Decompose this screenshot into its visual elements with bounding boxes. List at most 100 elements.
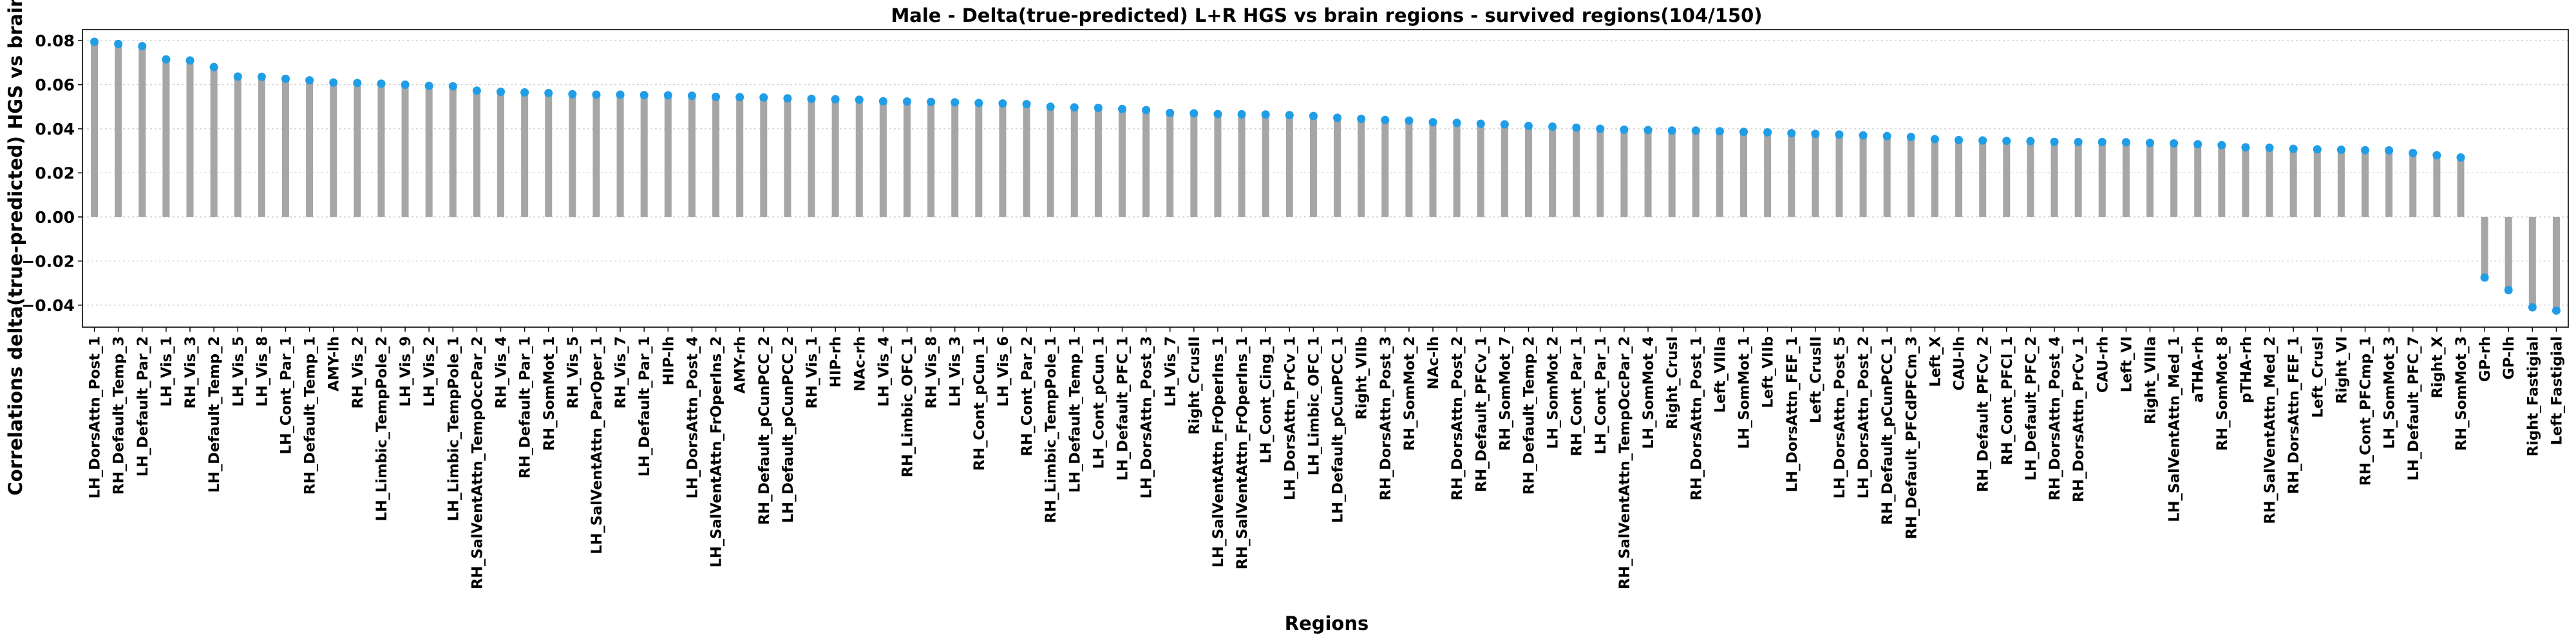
bar <box>808 99 815 217</box>
data-point <box>1285 111 1294 120</box>
bar <box>784 98 791 217</box>
bar <box>688 95 696 217</box>
x-tick-label: AMY-rh <box>732 336 749 393</box>
x-tick-label: RH_DorsAttn_Post_4 <box>2047 336 2063 500</box>
bar <box>115 44 122 217</box>
data-point <box>1309 111 1318 120</box>
bar <box>1931 139 1938 217</box>
data-point <box>735 93 744 102</box>
data-point <box>1524 122 1533 131</box>
x-tick-label: Left_CrusII <box>1808 336 1824 423</box>
data-point <box>1739 128 1748 137</box>
data-point <box>2409 149 2418 158</box>
x-tick-label: RH_SalVentAttn_Med_2 <box>2262 336 2278 524</box>
x-tick-label: RH_DorsAttn_Post_1 <box>1688 336 1705 500</box>
bar <box>1381 120 1389 217</box>
bar <box>1358 118 1365 217</box>
x-tick-label: RH_Vis_1 <box>804 336 820 408</box>
x-tick-label: RH_Default_Temp_1 <box>302 336 319 495</box>
bar <box>999 103 1007 217</box>
data-point <box>2002 137 2011 146</box>
data-point <box>448 82 457 91</box>
data-point <box>1213 109 1222 118</box>
data-point <box>1643 126 1653 135</box>
bar <box>162 59 170 217</box>
bar <box>1334 117 1341 217</box>
bar <box>425 86 433 217</box>
bar <box>2552 216 2560 311</box>
bar <box>664 95 672 217</box>
x-tick-label: LH_SalVentAttn_FrOperIns_1 <box>1210 336 1227 567</box>
x-tick-label: RH_Limbic_TempPole_1 <box>1043 336 1059 523</box>
x-tick-label: Right_CrusI <box>1664 336 1681 430</box>
data-point <box>1859 131 1868 140</box>
x-tick-label: LH_Vis_8 <box>254 336 270 406</box>
bar <box>2433 155 2441 217</box>
data-point <box>544 89 553 98</box>
data-point <box>233 72 242 81</box>
data-point <box>281 74 290 83</box>
x-tick-label: NAc-rh <box>851 336 868 392</box>
y-tick-label: −0.02 <box>21 252 75 270</box>
x-tick-label: RH_Vis_3 <box>182 336 199 408</box>
x-tick-label: Right_X <box>2429 336 2446 399</box>
bar <box>377 83 385 217</box>
data-point <box>1620 125 1629 134</box>
x-tick-label: CAU-rh <box>2094 336 2111 393</box>
bar <box>138 46 146 217</box>
x-tick-label: Right_CrusII <box>1186 336 1203 435</box>
bar <box>951 102 959 217</box>
x-tick-label: Left_CrusI <box>2309 336 2326 418</box>
data-point <box>1452 118 1461 128</box>
bar <box>449 86 457 217</box>
data-point <box>974 99 983 108</box>
bar <box>855 99 863 217</box>
data-point <box>1381 115 1390 124</box>
data-point <box>2480 273 2489 282</box>
x-tick-label: LH_DorsAttn_PrCv_1 <box>1282 336 1298 500</box>
x-tick-label: GP-lh <box>2501 336 2517 380</box>
x-tick-label: LH_Cont_Cing_1 <box>1258 336 1274 464</box>
data-point <box>1763 128 1772 137</box>
bar <box>1262 114 1269 217</box>
x-tick-label: LH_DorsAttn_Post_1 <box>87 336 104 498</box>
x-tick-label: RH_DorsAttn_FEF_1 <box>2286 336 2302 494</box>
bar <box>1166 113 1174 217</box>
x-tick-label: LH_Limbic_TempPole_2 <box>374 336 390 521</box>
data-point <box>1548 122 1557 131</box>
bar <box>2362 150 2369 217</box>
bar <box>1812 133 1819 217</box>
x-tick-label: RH_Default_Temp_2 <box>1520 336 1537 495</box>
x-tick-label: HIP-lh <box>660 336 677 385</box>
bar <box>1119 109 1126 217</box>
bar <box>1285 115 1293 217</box>
x-tick-label: RH_Default_pCunPCC_1 <box>1879 336 1896 525</box>
data-point <box>1357 115 1366 124</box>
x-tick-label: RH_DorsAttn_Post_3 <box>1378 336 1394 500</box>
x-tick-label: Right_VI <box>2333 336 2350 404</box>
data-point <box>401 80 410 90</box>
x-tick-label: RH_SomMot_1 <box>541 336 558 451</box>
x-tick-label: RH_Default_PFCv_1 <box>1473 336 1490 492</box>
bar <box>2242 147 2249 217</box>
bar <box>2457 157 2465 217</box>
x-tick-label: LH_Vis_1 <box>158 336 175 406</box>
x-tick-label: Left_VI <box>2118 336 2135 392</box>
data-point <box>2050 137 2059 146</box>
data-point <box>114 39 123 48</box>
data-point <box>2074 138 2083 147</box>
data-point <box>1237 109 1246 118</box>
x-tick-label: LH_SomMot_4 <box>1640 336 1657 449</box>
bar <box>1620 129 1628 217</box>
bar <box>569 94 576 217</box>
x-tick-label: RH_SalVentAttn_FrOperIns_1 <box>1234 336 1251 569</box>
data-point <box>2361 146 2370 155</box>
y-axis-label: Correlations delta(true-predicted) HGS v… <box>5 0 26 496</box>
bar <box>1214 114 1222 217</box>
x-tick-label: GP-rh <box>2477 336 2494 382</box>
x-tick-label: LH_DorsAttn_Post_5 <box>1832 336 1848 498</box>
bar <box>1788 133 1795 217</box>
data-point <box>1691 126 1700 135</box>
data-point <box>1596 124 1605 133</box>
